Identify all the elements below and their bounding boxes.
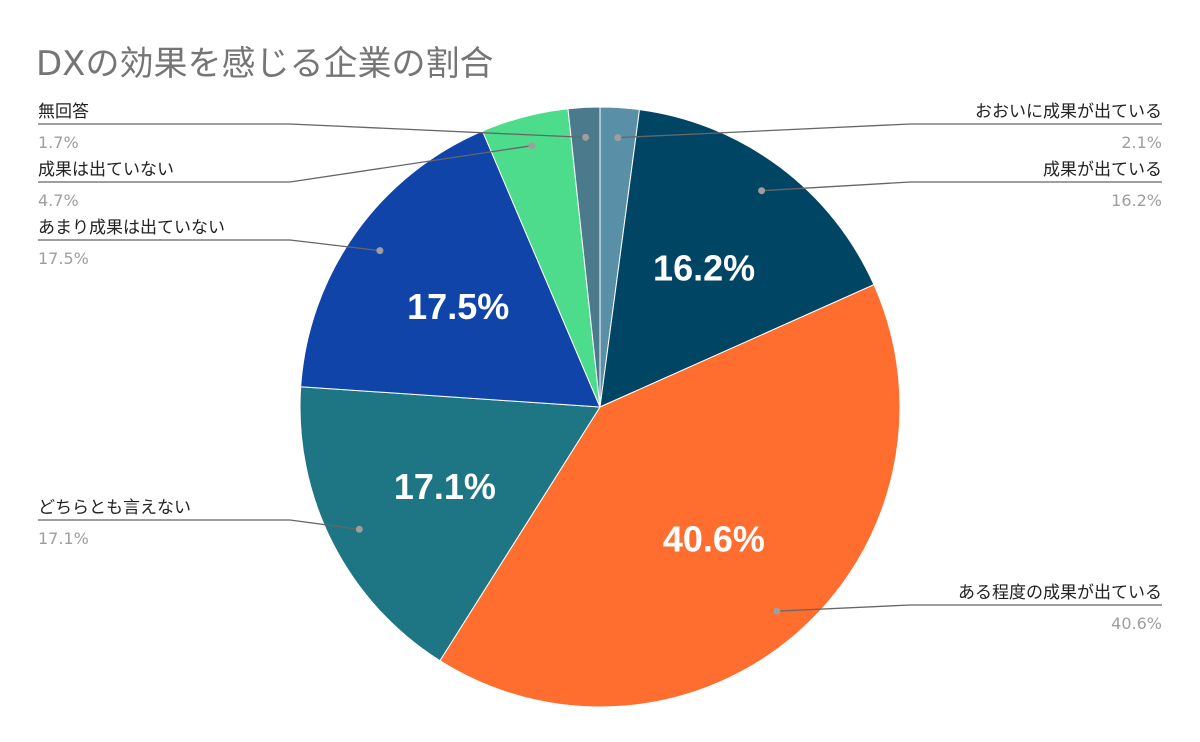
pie-slice	[599, 109, 875, 408]
callout-line	[776, 604, 1162, 612]
slice-percent-label: 40.6%	[663, 519, 765, 560]
slice-value-label: 2.1%	[1121, 133, 1162, 152]
callout-dot	[773, 607, 781, 615]
slice-value-label: 40.6%	[1111, 614, 1162, 633]
callout-line	[38, 145, 533, 183]
callout-dot	[528, 142, 536, 150]
callout-line	[38, 519, 360, 530]
slice-label: 成果が出ている	[1043, 160, 1162, 180]
pie-slice	[299, 386, 601, 662]
slice-label: 無回答	[38, 102, 89, 122]
slice-value-label: 4.7%	[38, 191, 79, 210]
callout-line	[38, 123, 586, 139]
slice-percent-label: 17.5%	[407, 286, 509, 327]
slice-label: どちらとも言えない	[38, 498, 191, 518]
slice-label: ある程度の成果が出ている	[958, 583, 1162, 603]
slice-percent-label: 16.2%	[653, 248, 755, 289]
callout-dot	[614, 134, 622, 142]
pie-slice	[567, 106, 601, 408]
pie-slice	[300, 130, 601, 408]
chart-title: DXの効果を感じる企業の割合	[36, 44, 494, 84]
slice-value-label: 16.2%	[1111, 191, 1162, 210]
pie-slice	[439, 284, 901, 708]
slice-value-label: 17.1%	[38, 529, 89, 548]
callout-dot	[758, 187, 766, 195]
slice-label: あまり成果は出ていない	[38, 218, 225, 238]
slice-label: おおいに成果が出ている	[975, 102, 1162, 122]
slice-label: 成果は出ていない	[38, 160, 174, 180]
callout-line	[761, 181, 1162, 192]
slice-value-label: 17.5%	[38, 249, 89, 268]
slice-percent-label: 17.1%	[394, 466, 496, 507]
callout-line	[617, 123, 1162, 139]
callout-line	[38, 239, 380, 252]
callout-dot	[582, 133, 590, 141]
callout-dot	[355, 525, 363, 533]
callout-dot	[376, 247, 384, 255]
slice-value-label: 1.7%	[38, 133, 79, 152]
